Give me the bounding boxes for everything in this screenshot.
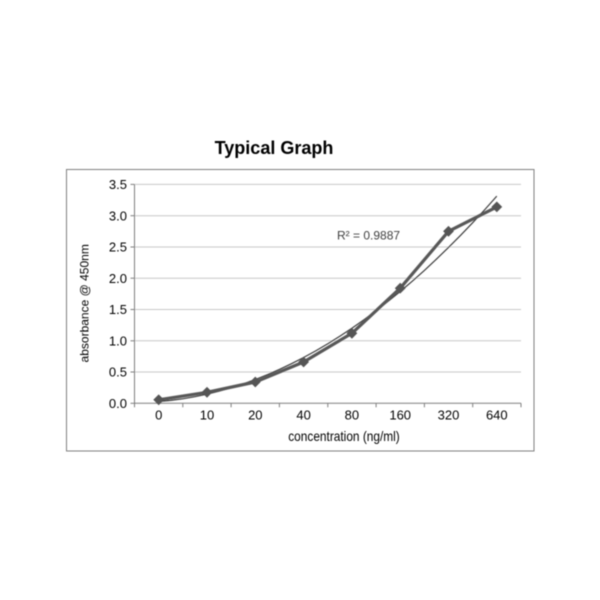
svg-text:320: 320 — [438, 407, 460, 422]
svg-text:40: 40 — [296, 407, 310, 422]
svg-text:640: 640 — [486, 407, 508, 422]
svg-text:0.0: 0.0 — [109, 396, 127, 411]
svg-text:0: 0 — [155, 407, 162, 422]
svg-text:2.5: 2.5 — [109, 240, 127, 255]
svg-text:3.0: 3.0 — [109, 208, 127, 223]
svg-text:0.5: 0.5 — [109, 365, 127, 380]
svg-text:160: 160 — [389, 407, 411, 422]
svg-text:3.5: 3.5 — [109, 177, 127, 192]
svg-text:20: 20 — [248, 407, 262, 422]
svg-text:1.0: 1.0 — [109, 333, 127, 348]
svg-text:2.0: 2.0 — [109, 271, 127, 286]
svg-text:Typical Graph: Typical Graph — [215, 138, 334, 158]
svg-text:10: 10 — [200, 407, 214, 422]
svg-text:80: 80 — [345, 407, 359, 422]
svg-text:R² = 0.9887: R² = 0.9887 — [337, 229, 400, 243]
svg-text:absorbance @ 450nm: absorbance @ 450nm — [78, 244, 92, 362]
svg-text:concentration (ng/ml): concentration (ng/ml) — [288, 429, 400, 444]
svg-text:1.5: 1.5 — [109, 302, 127, 317]
